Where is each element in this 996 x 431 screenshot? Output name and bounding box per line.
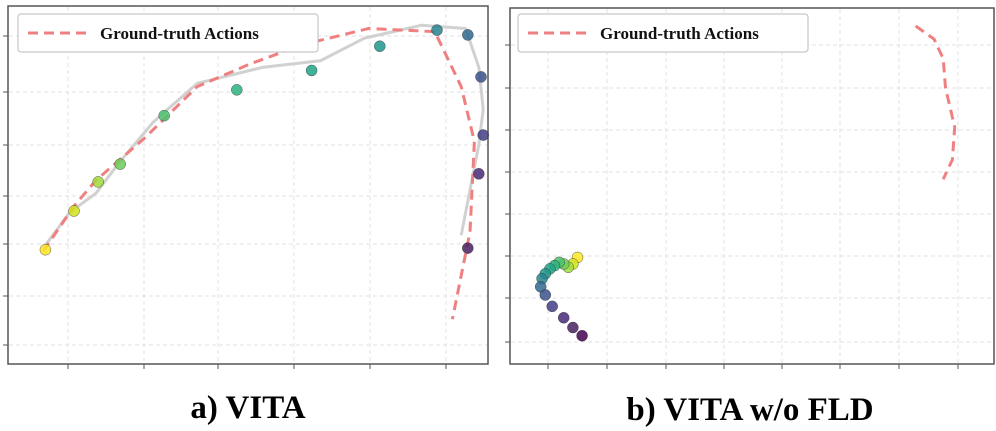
panel-b-legend: Ground-truth Actions (517, 13, 809, 53)
panel-b-legend-box (517, 13, 809, 53)
panel-b-ground-truth-line (914, 24, 957, 180)
panel-a-predicted-point (114, 158, 126, 170)
panel-a-predicted-point (431, 24, 443, 36)
panel-b-predicted-point (558, 312, 570, 324)
panel-a-predicted-point (231, 84, 243, 96)
panel-a-caption: a) VITA (190, 390, 305, 426)
panel-a-plot: Ground-truth Actions a) VITA (3, 5, 489, 426)
panel-a-frame (7, 5, 489, 365)
panel-a-predicted-point (462, 29, 474, 41)
panel-a-predicted-point (158, 109, 170, 122)
panel-a-predicted-point (92, 176, 104, 188)
panel-a-legend: Ground-truth Actions (17, 13, 319, 53)
panel-b-predicted-point (576, 330, 588, 342)
panel-b-ticks (505, 44, 959, 369)
panel-a-predicted-point (374, 40, 386, 52)
panel-b-legend-label: Ground-truth Actions (600, 24, 759, 43)
panel-a-predicted-point (477, 129, 489, 141)
panel-a-ticks (3, 35, 447, 369)
panel-a-predicted-point (305, 64, 318, 77)
panel-a-legend-box (17, 13, 319, 53)
panel-b-predicted-point (546, 300, 558, 313)
panel-b-plot: Ground-truth Actions b) VITA w/o FLD (505, 7, 995, 428)
panel-b-predicted-point (539, 289, 551, 301)
panel-a-predicted-point (39, 244, 52, 256)
panel-b-frame (509, 7, 995, 365)
panel-a-predicted-point (68, 205, 80, 217)
panel-b-series (535, 24, 957, 342)
panel-a-predicted-point (473, 168, 485, 180)
panel-b-caption: b) VITA w/o FLD (626, 392, 873, 428)
panel-a-legend-label: Ground-truth Actions (100, 24, 259, 43)
panel-a-predicted-point (462, 242, 474, 254)
panel-b-predicted-point (567, 321, 579, 334)
panel-a-predicted-point (475, 71, 487, 83)
